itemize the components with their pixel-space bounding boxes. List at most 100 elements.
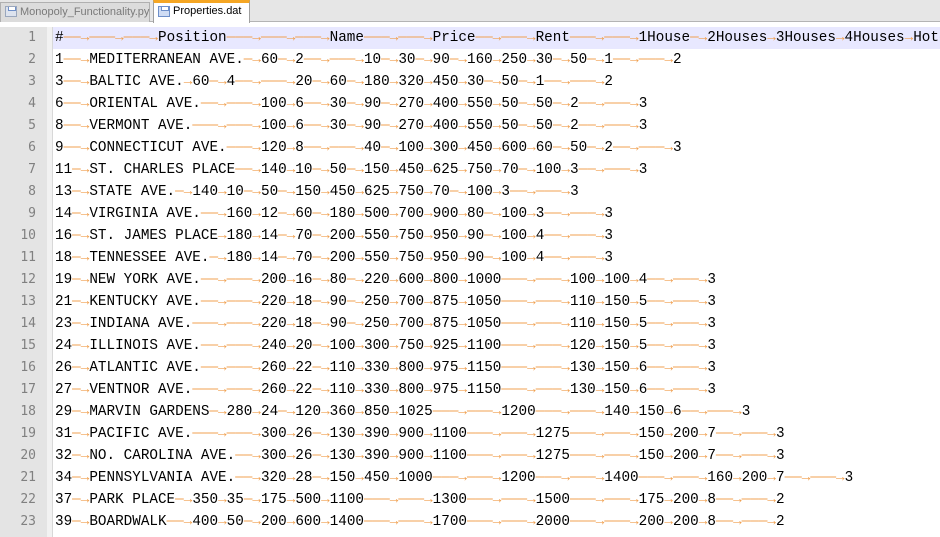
field-value: 220 <box>260 294 287 310</box>
field-value: 50 <box>501 96 519 112</box>
tab-marker-arrow-icon: ———→ <box>535 338 571 354</box>
editor-line[interactable]: 20 32—→NO. CAROLINA AVE.——→300→26—→130→39… <box>0 445 940 467</box>
field-value: 100 <box>570 272 596 288</box>
editor-line[interactable]: 7 11—→ST. CHARLES PLACE——→140→10—→50—→150… <box>0 159 940 181</box>
tab-marker-arrow-icon: ———→ <box>535 294 571 310</box>
field-value: 32 <box>55 448 73 464</box>
tab-marker-arrow-icon: → <box>389 184 399 200</box>
field-value: 300 <box>260 448 287 464</box>
editor-line[interactable]: 9 14—→VIRGINIA AVE.——→160→12—→60—→180→500… <box>0 203 940 225</box>
text-area[interactable]: 1 #——→———→———→Position———→———→———→Name———… <box>0 27 940 533</box>
tab-marker-arrow-icon: → <box>458 228 468 244</box>
field-value: 850 <box>364 404 390 420</box>
field-value: 750 <box>398 250 425 266</box>
tab-marker-arrow-icon: —→ <box>312 360 330 376</box>
field-value: 24 <box>260 404 279 420</box>
tab-marker-arrow-icon: —→ <box>552 118 571 134</box>
tab-marker-arrow-icon: —→ <box>312 426 330 442</box>
field-value: 13 <box>55 184 73 200</box>
field-value: 800 <box>398 382 425 398</box>
editor-line[interactable]: 6 9——→CONNECTICUT AVE.———→120→8——→———→40—… <box>0 137 940 159</box>
tab-marker-arrow-icon: ———→ <box>604 426 639 442</box>
tab-marker-arrow-icon: ———→ <box>604 118 639 134</box>
tab-marker-arrow-icon: ———→ <box>260 30 296 46</box>
field-value: 100 <box>260 118 287 134</box>
tab-marker-arrow-icon: ——→ <box>647 338 674 354</box>
field-value: 2 <box>604 140 613 156</box>
field-value: 5 <box>638 294 648 310</box>
editor-line[interactable]: 13 21—→KENTUCKY AVE.——→———→220→18—→90—→25… <box>0 291 940 313</box>
editor-line[interactable]: 11 18—→TENNESSEE AVE.—→180→14—→70—→200→55… <box>0 247 940 269</box>
field-value: 40 <box>363 140 382 156</box>
field-value: 29 <box>55 404 73 420</box>
editor-line[interactable]: 23 39—→BOARDWALK——→400→50—→200→600→1400——… <box>0 511 940 533</box>
tab-marker-arrow-icon: → <box>458 316 468 332</box>
line-number: 12 <box>20 272 36 287</box>
tab-marker-arrow-icon: ———→ <box>535 404 570 420</box>
tab-marker-arrow-icon: —→ <box>243 514 261 530</box>
tab-marker-arrow-icon: —→ <box>72 492 90 508</box>
field-value: 1300 <box>432 492 467 508</box>
tab-marker-arrow-icon: → <box>252 206 261 222</box>
tab-marker-arrow-icon: ———→ <box>604 162 639 178</box>
editor-line[interactable]: 15 24—→ILLINOIS AVE.——→———→240→20—→100→30… <box>0 335 940 357</box>
editor-line[interactable]: 1 #——→———→———→Position———→———→———→Name———… <box>0 27 940 49</box>
tab-properties-dat[interactable]: Properties.dat <box>153 0 250 23</box>
field-value: 6 <box>673 404 682 420</box>
editor-line[interactable]: 12 19—→NEW YORK AVE.——→———→200→16—→80—→22… <box>0 269 940 291</box>
field-value: 1 <box>535 74 545 90</box>
field-value: 800 <box>432 272 459 288</box>
editor-line[interactable]: 21 34—→PENNSYLVANIA AVE.——→320→28—→150→45… <box>0 467 940 489</box>
editor-line[interactable]: 17 27—→VENTNOR AVE.———→———→260→22—→110→33… <box>0 379 940 401</box>
field-value: 800 <box>398 360 425 376</box>
editor-line[interactable]: 4 6——→ORIENTAL AVE.——→———→100→6——→30—→90—… <box>0 93 940 115</box>
editor-line[interactable]: 22 37—→PARK PLACE—→350→35—→175→500→1100——… <box>0 489 940 511</box>
tab-marker-arrow-icon: → <box>424 118 433 134</box>
text-editor[interactable]: 1 #——→———→———→Position———→———→———→Name———… <box>0 27 940 537</box>
tab-marker-arrow-icon: ——→ <box>612 52 639 68</box>
tab-marker-arrow-icon: ——→ <box>303 96 330 112</box>
field-value: 150 <box>638 426 665 442</box>
editor-line[interactable]: 14 23—→INDIANA AVE.———→———→220→18—→90—→25… <box>0 313 940 335</box>
field-value: 200 <box>329 250 356 266</box>
tab-marker-arrow-icon: → <box>458 140 467 156</box>
field-value: 150 <box>604 338 631 354</box>
field-value: 70 <box>295 228 313 244</box>
field-value: 90 <box>432 52 450 68</box>
tab-marker-arrow-icon: → <box>389 360 399 376</box>
field-value: 180 <box>226 228 253 244</box>
field-value: 450 <box>467 140 493 156</box>
field-value: 100 <box>604 272 631 288</box>
field-value: 270 <box>398 96 425 112</box>
tab-marker-arrow-icon: → <box>458 382 468 398</box>
field-value: 5 <box>638 316 648 332</box>
field-value: 120 <box>295 404 322 420</box>
editor-line[interactable]: 2 1——→MEDITERRANEAN AVE.—→60—→2——→———→10—… <box>0 49 940 71</box>
tab-marker-arrow-icon: ———→ <box>226 360 261 376</box>
tab-marker-arrow-icon: ———→ <box>501 426 536 442</box>
editor-line[interactable]: 19 31—→PACIFIC AVE.———→———→300→26—→130→39… <box>0 423 940 445</box>
field-value: 6 <box>638 382 648 398</box>
editor-line[interactable]: 10 16—→ST. JAMES PLACE→180→14—→70—→200→55… <box>0 225 940 247</box>
editor-line[interactable]: 16 26—→ATLANTIC AVE.——→———→260→22—→110→33… <box>0 357 940 379</box>
editor-line[interactable]: 18 29—→MARVIN GARDENS—→280→24—→120→360→85… <box>0 401 940 423</box>
field-value: 1050 <box>467 294 502 310</box>
field-value: 3 <box>604 250 613 266</box>
editor-line[interactable]: 5 8——→VERMONT AVE.———→———→100→6——→30—→90—… <box>0 115 940 137</box>
tab-marker-arrow-icon: → <box>492 52 502 68</box>
field-value: ST. CHARLES PLACE <box>89 162 236 178</box>
editor-line[interactable]: 8 13—→STATE AVE.—→140→10—→50—→150→450→625… <box>0 181 940 203</box>
field-value: 200 <box>741 470 768 486</box>
tab-marker-arrow-icon: → <box>664 426 673 442</box>
field-value: 60 <box>295 206 313 222</box>
tab-marker-arrow-icon: ——→ <box>647 294 674 310</box>
tab-marker-arrow-icon: → <box>424 338 433 354</box>
tab-marker-arrow-icon: —→ <box>587 140 605 156</box>
field-value: Price <box>432 30 476 46</box>
tab-marker-arrow-icon: —→ <box>346 316 364 332</box>
tab-marker-arrow-icon: ———→ <box>501 360 536 376</box>
editor-line[interactable]: 3 3——→BALTIC AVE.→60—→4——→———→20—→60—→180… <box>0 71 940 93</box>
tab-marker-arrow-icon: ———→ <box>570 426 605 442</box>
field-value: 400 <box>432 96 459 112</box>
tab-monopoly-functionality[interactable]: Monopoly_Functionality.py <box>0 2 150 22</box>
